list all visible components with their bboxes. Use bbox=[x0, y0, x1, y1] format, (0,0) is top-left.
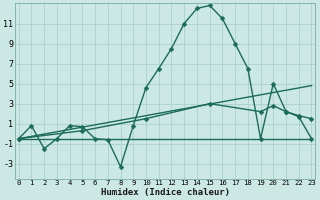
X-axis label: Humidex (Indice chaleur): Humidex (Indice chaleur) bbox=[100, 188, 229, 197]
